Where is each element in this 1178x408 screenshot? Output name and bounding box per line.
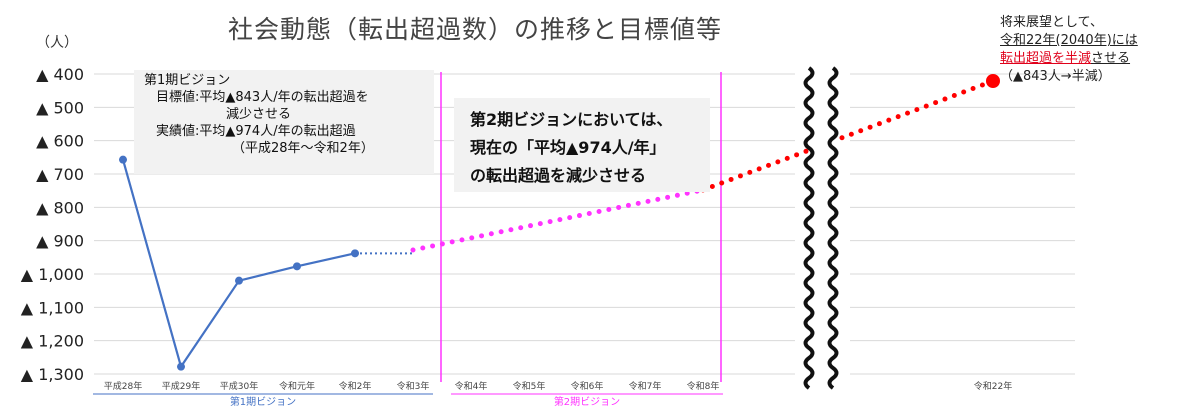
axis-break-wave-left (803, 66, 815, 390)
target-point (986, 74, 1000, 88)
data-point (293, 262, 301, 271)
x-tick-label: 平成28年 (104, 380, 142, 392)
y-axis-ticks: ▲ 400 ▲ 500 ▲ 600 ▲ 700 ▲ 800 ▲ 900 ▲ 1,000 ▲ 1… (21, 65, 84, 384)
data-point (177, 362, 185, 371)
x-tick-label: 令和5年 (513, 380, 546, 392)
series-line-3-a (700, 148, 809, 193)
x-tick-label: 令和8年 (687, 380, 720, 392)
chart-title: 社会動態（転出超過数）の推移と目標値等 (228, 15, 723, 44)
series-line-3-b (839, 78, 996, 141)
data-point (119, 155, 127, 164)
y-tick-label: ▲ 700 (36, 165, 84, 184)
y-tick-label: ▲ 600 (36, 132, 84, 151)
future-line4: （▲843人→半減） (1000, 69, 1111, 84)
series-lines (119, 74, 1000, 371)
x-tick-label: 令和6年 (571, 380, 604, 392)
x-tick-label: 平成29年 (162, 380, 200, 392)
x-tick-label: 平成30年 (220, 380, 258, 392)
period-bracket-label: 第2期ビジョン (554, 395, 620, 408)
y-tick-label: ▲ 1,200 (21, 332, 84, 351)
vision1-target-line2: 減少させる (226, 107, 292, 122)
axis-break (803, 66, 839, 390)
y-tick-label: ▲ 1,100 (21, 298, 84, 317)
x-tick-label: 令和元年 (279, 380, 315, 392)
y-tick-label: ▲ 800 (36, 198, 84, 217)
vision2-line1: 第2期ビジョンにおいては、 (470, 110, 673, 129)
y-axis-unit: （人） (36, 35, 78, 51)
vision1-title: 第1期ビジョン (144, 73, 231, 88)
x-tick-label: 令和3年 (397, 380, 430, 392)
period-brackets: 第1期ビジョン 第2期ビジョン (93, 393, 723, 408)
series-line-0 (121, 159, 356, 370)
vision1-actual-line2: （平成28年～令和2年） (232, 141, 374, 156)
future-annotation: 将来展望として、 令和22年(2040年)には 転出超過を半減させる （▲843… (1000, 14, 1138, 86)
x-tick-label: 令和7年 (629, 380, 662, 392)
gridlines (94, 73, 1075, 375)
series-line-2 (410, 187, 706, 253)
y-tick-label: ▲ 500 (36, 98, 84, 117)
future-line2: 令和22年(2040年)には (1000, 33, 1138, 48)
vision2-line3: の転出超過を減少させる (470, 166, 647, 185)
future-line3-rest: させる (1091, 51, 1131, 66)
vision2-line2: 現在の「平均▲974人/年」 (470, 138, 666, 157)
x-tick-label: 令和4年 (455, 380, 488, 392)
vision1-annotation-box: 第1期ビジョン 目標値:平均▲843人/年の転出超過を 減少させる 実績値:平均… (134, 70, 434, 174)
period-bracket-label: 第1期ビジョン (230, 395, 296, 408)
axis-break-wave-right (827, 66, 839, 390)
x-axis-ticks: 平成28年 平成29年 平成30年 令和元年 令和2年 令和3年 令和4年 令和5年 令和6年 令… (104, 380, 1012, 392)
period-dividers (440, 72, 722, 382)
x-tick-label: 令和2年 (339, 380, 372, 392)
vision1-actual-line1: 実績値:平均▲974人/年の転出超過 (156, 124, 356, 139)
future-line1: 将来展望として、 (1000, 15, 1103, 30)
vision2-annotation-box: 第2期ビジョンにおいては、 現在の「平均▲974人/年」 の転出超過を減少させる (454, 98, 710, 192)
y-tick-label: ▲ 1,300 (21, 365, 84, 384)
future-line3-red: 転出超過を半減 (1000, 51, 1092, 66)
y-tick-label: ▲ 900 (36, 232, 84, 251)
y-tick-label: ▲ 1,000 (21, 265, 84, 284)
vision1-target-line1: 目標値:平均▲843人/年の転出超過を (156, 90, 369, 105)
data-point (235, 276, 243, 285)
y-tick-label: ▲ 400 (36, 65, 84, 84)
x-tick-label: 令和22年 (974, 380, 1012, 392)
